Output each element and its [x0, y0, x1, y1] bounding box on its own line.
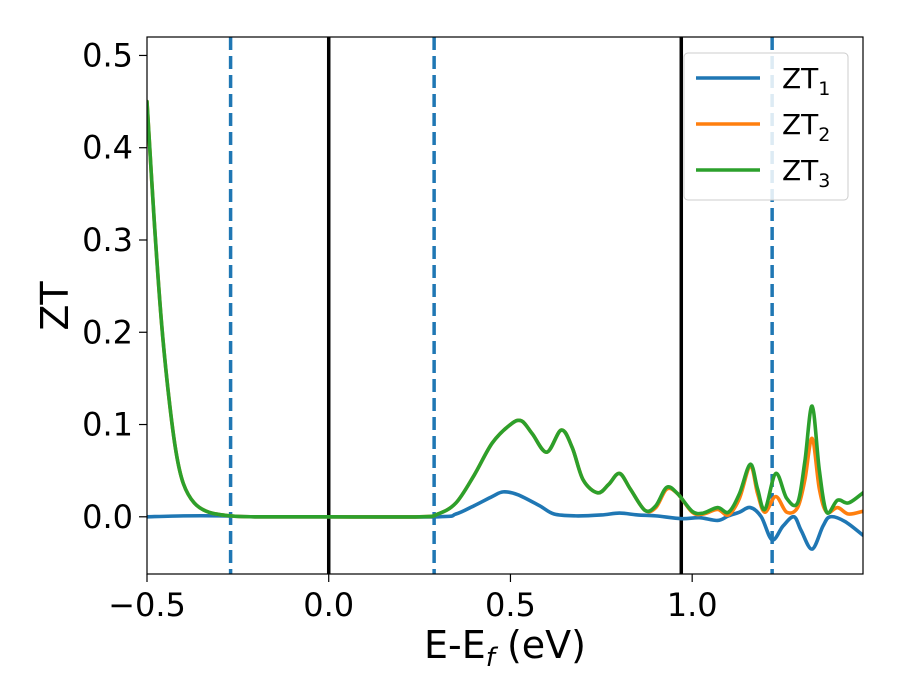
legend: ZT1 ZT2 ZT3 — [683, 52, 849, 201]
x-tick-label: −0.5 — [108, 586, 186, 624]
y-axis-ticks: 0.0 0.1 0.2 0.3 0.4 0.5 — [82, 36, 147, 536]
series-lines — [147, 99, 863, 551]
legend-label: ZT2 — [782, 108, 830, 146]
x-axis-label: E-Ef (eV) — [424, 623, 586, 673]
legend-entries: ZT1 ZT2 ZT3 — [696, 62, 830, 192]
y-axis-label: ZT — [33, 281, 77, 331]
y-tick-label: 0.5 — [82, 36, 133, 74]
x-tick-label: 0.0 — [303, 586, 354, 624]
y-tick-label: 0.1 — [82, 406, 133, 444]
y-tick-label: 0.2 — [82, 313, 133, 351]
x-tick-label: 1.0 — [667, 586, 718, 624]
plot-frame — [146, 36, 864, 575]
series-line-zt1 — [147, 490, 863, 551]
legend-label: ZT1 — [782, 62, 830, 100]
series-line-zt3 — [147, 99, 863, 519]
legend-label: ZT3 — [782, 154, 830, 192]
y-tick-label: 0.4 — [82, 129, 133, 167]
y-tick-label: 0.3 — [82, 221, 133, 259]
x-axis-ticks: −0.5 0.0 0.5 1.0 — [108, 574, 718, 624]
x-tick-label: 0.5 — [485, 586, 536, 624]
legend-box — [683, 52, 849, 201]
y-tick-label: 0.0 — [82, 498, 133, 536]
